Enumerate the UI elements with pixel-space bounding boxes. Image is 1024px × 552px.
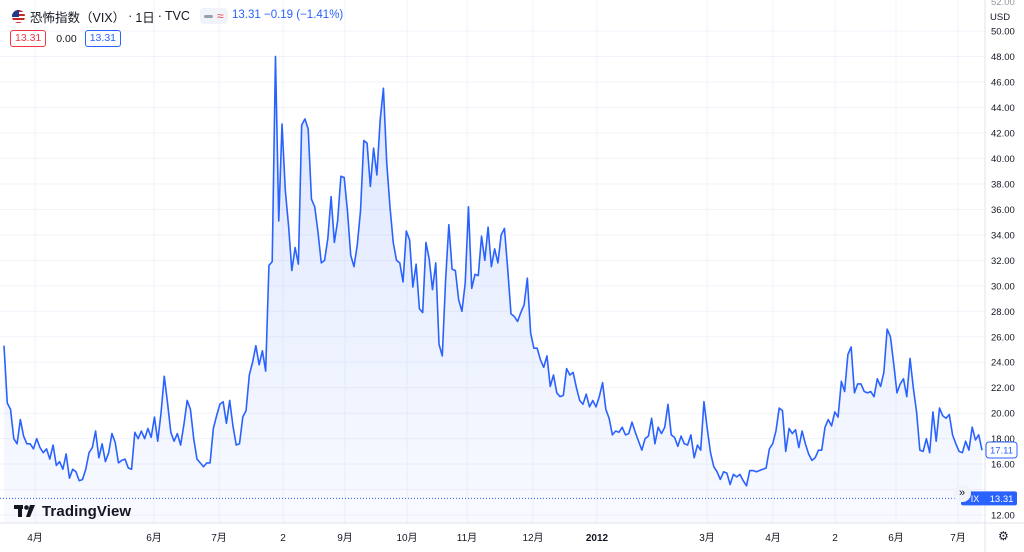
time-axis-label: 9月: [337, 532, 353, 544]
price-axis-label: 24.00: [991, 358, 1015, 369]
header-separator: ·: [157, 9, 162, 23]
time-axis-label: 4月: [27, 532, 43, 544]
price-axis-label: 22.00: [991, 383, 1015, 394]
source-label: TVC: [164, 9, 190, 23]
price-axis-label: 44.00: [991, 103, 1015, 114]
time-axis-label: 2: [832, 533, 838, 544]
time-axis-label: 7月: [211, 532, 227, 544]
time-axis-label: 4月: [765, 532, 781, 544]
last-symbol-label: IX: [971, 494, 980, 504]
time-axis-label: 12月: [522, 532, 543, 544]
price-axis-label: 30.00: [991, 281, 1015, 292]
price-axis-label: 38.00: [991, 179, 1015, 190]
price-axis-label: 20.00: [991, 409, 1015, 420]
current-value-label: 17.11: [990, 446, 1013, 457]
time-axis-label: 3月: [699, 532, 715, 544]
time-axis-label: 6月: [888, 532, 904, 544]
currency-unit[interactable]: USD: [990, 12, 1011, 23]
sell-price-box[interactable]: 13.31: [10, 30, 47, 47]
series-line[interactable]: [3, 55, 983, 487]
last-value-marker: [986, 491, 1017, 506]
tradingview-logo[interactable]: TradingView: [14, 502, 131, 520]
price-axis-label: 40.00: [991, 154, 1015, 165]
time-axis-label: 2012: [586, 533, 609, 544]
price-axis-label: 50.00: [991, 27, 1015, 38]
symbol-title[interactable]: 恐怖指数（VIX）: [30, 10, 126, 25]
indicator-toggle-pill[interactable]: ≈: [199, 8, 228, 24]
header-separator: ·: [128, 9, 133, 23]
price-axis-label: 16.00: [991, 460, 1015, 471]
price-axis-label: 42.00: [991, 128, 1015, 139]
price-axis-label: 28.00: [991, 307, 1015, 318]
buy-price-box[interactable]: 13.31: [84, 30, 121, 47]
price-axis-label: 36.00: [991, 205, 1015, 216]
price-axis-label: 34.00: [991, 230, 1015, 241]
series-area-fill: [4, 56, 982, 523]
price-axis-label: 52.00: [991, 0, 1015, 8]
wave-icon: ≈: [216, 9, 224, 23]
price-change: 13.31 −0.19 (−1.41%): [232, 9, 344, 21]
price-axis-label: 18.00: [991, 434, 1015, 445]
price-axis-label: 26.00: [991, 332, 1015, 343]
symbol-header[interactable]: 恐怖指数（VIX） · 1日 · TVC ≈: [12, 7, 228, 25]
logo-text: TradingView: [42, 502, 132, 520]
price-axis-label: 46.00: [991, 77, 1015, 88]
trade-values-row: 13.31 0.00 13.31: [10, 30, 121, 47]
time-axis-label: 6月: [146, 532, 162, 544]
time-axis-label: 11月: [457, 532, 477, 544]
tradingview-logo-icon: [14, 505, 35, 517]
scroll-to-realtime-button[interactable]: »: [953, 485, 971, 502]
time-axis-label: 2: [280, 533, 286, 544]
time-axis-label: 7月: [950, 532, 966, 544]
interval-label[interactable]: 1日: [135, 10, 155, 25]
time-axis-label: 10月: [396, 532, 417, 544]
price-axis-label: 12.00: [991, 511, 1015, 522]
spread-value: 0.00: [56, 32, 77, 45]
us-flag-icon: [12, 9, 25, 23]
price-axis-label: 48.00: [991, 52, 1015, 63]
price-change-readout: 13.31 −0.19 (−1.41%): [232, 9, 348, 21]
current-value-marker: [985, 441, 1018, 459]
settings-gear-icon[interactable]: ⚙: [998, 529, 1009, 543]
last-value-label: 13.31: [990, 494, 1014, 505]
dash-icon: [203, 14, 213, 18]
price-axis-label: 32.00: [991, 256, 1015, 267]
